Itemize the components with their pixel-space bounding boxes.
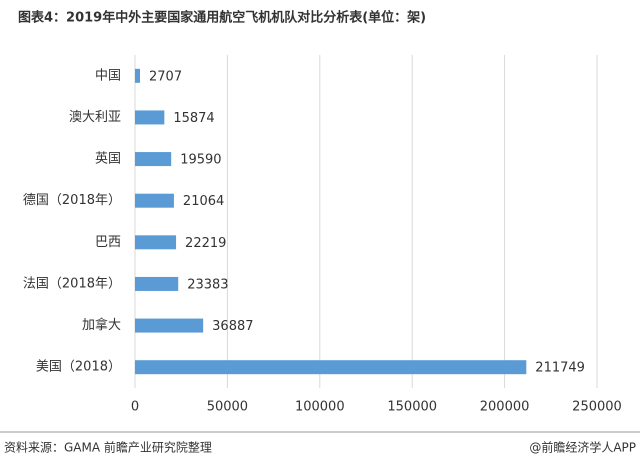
y-tick-label: 加拿大 [82, 317, 121, 333]
y-tick-label: 德国（2018年） [23, 193, 121, 208]
y-tick-label: 美国（2018） [36, 360, 121, 375]
credit: @前瞻经济学人APP [529, 440, 636, 455]
bar [135, 318, 204, 333]
bar [135, 68, 141, 83]
value-label: 23383 [187, 277, 228, 292]
y-tick-label: 法国（2018年） [23, 276, 121, 291]
bar [135, 193, 174, 208]
bar [135, 276, 179, 291]
source: 资料来源：GAMA 前瞻产业研究院整理 [4, 440, 212, 455]
y-tick-label: 巴西 [95, 235, 121, 250]
y-tick-label: 澳大利亚 [69, 109, 121, 125]
x-tick-label: 250000 [572, 400, 622, 415]
bar [135, 235, 177, 250]
value-label: 22219 [185, 236, 226, 251]
value-label: 15874 [173, 111, 214, 126]
value-label: 21064 [183, 194, 224, 209]
value-label: 19590 [180, 153, 221, 168]
value-label: 36887 [212, 319, 253, 334]
value-label: 2707 [149, 69, 182, 84]
x-tick-label: 50000 [207, 400, 248, 415]
x-tick-label: 200000 [480, 400, 530, 415]
x-tick-label: 100000 [295, 400, 345, 415]
x-tick-label: 150000 [387, 400, 437, 415]
bar [135, 152, 172, 167]
y-tick-label: 中国 [95, 68, 121, 83]
chart-title: 图表4：2019年中外主要国家通用航空飞机机队对比分析表(单位：架) [18, 10, 426, 26]
bar [135, 110, 165, 125]
y-tick-label: 英国 [95, 152, 121, 167]
bar [135, 360, 527, 375]
x-tick-label: 0 [131, 400, 139, 415]
value-label: 211749 [535, 361, 585, 376]
